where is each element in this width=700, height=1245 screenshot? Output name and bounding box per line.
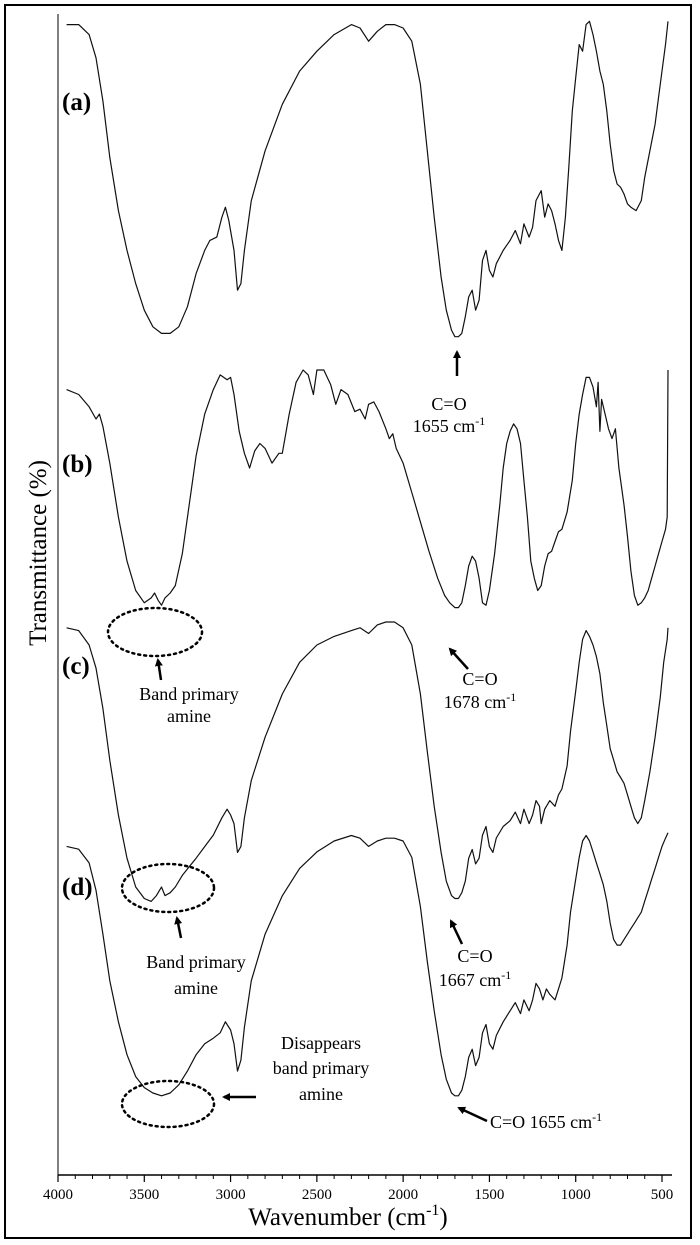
label-b-co-line2: 1678 cm-1 xyxy=(444,690,517,712)
x-tick-label: 1500 xyxy=(474,1187,504,1203)
x-tick-label: 2500 xyxy=(302,1187,332,1203)
x-tick-label: 1000 xyxy=(561,1187,591,1203)
series-label-d: (d) xyxy=(62,874,93,901)
ellipse-b-amine xyxy=(106,606,204,658)
label-d-dis-line3: amine xyxy=(299,1084,343,1104)
arrow-c-amine xyxy=(174,916,183,939)
x-tick-label: 4000 xyxy=(43,1187,73,1203)
spectrum-trace-d xyxy=(66,832,669,1097)
spectra-traces xyxy=(66,20,669,1097)
arrow-b-co xyxy=(448,647,469,670)
series-label-b: (b) xyxy=(62,451,93,478)
x-tick-label: 3500 xyxy=(129,1187,159,1203)
series-label-a: (a) xyxy=(62,89,91,116)
label-d-dis-line1: Disappears xyxy=(281,1033,361,1053)
label-c-band-line1: Band primary xyxy=(146,952,245,972)
arrow-b-amine xyxy=(154,658,163,681)
y-axis-title: Transmittance (%) xyxy=(25,460,52,646)
label-d-co: C=O 1655 cm-1 xyxy=(490,1110,602,1132)
arrow-c-co xyxy=(449,919,464,945)
spectrum-trace-a xyxy=(66,20,669,338)
label-b-co-line1: C=O xyxy=(462,669,497,689)
x-axis-title: Wavenumber (cm-1) xyxy=(248,1202,447,1231)
spectrum-trace-c xyxy=(66,621,669,902)
x-ticks xyxy=(57,1175,663,1182)
x-tick-labels: 4000 3500 3000 2500 2000 1500 1000 500 xyxy=(43,1187,673,1203)
x-tick-label: 3000 xyxy=(216,1187,246,1203)
x-tick-label: 500 xyxy=(651,1187,674,1203)
label-d-dis-line2: band primary xyxy=(273,1058,369,1078)
ellipse-d-amine xyxy=(120,1079,216,1129)
arrow-d-co xyxy=(457,1106,488,1123)
label-b-band-line1: Band primary xyxy=(139,684,238,704)
label-c-co-line1: C=O xyxy=(457,946,492,966)
label-b-band-line2: amine xyxy=(167,706,211,726)
label-c-co-line2: 1667 cm-1 xyxy=(439,968,512,990)
series-label-c: (c) xyxy=(62,653,90,680)
spectrum-trace-b xyxy=(66,369,669,609)
ellipse-c-amine xyxy=(120,862,216,914)
x-tick-label: 2000 xyxy=(388,1187,418,1203)
label-c-band-line2: amine xyxy=(174,978,218,998)
label-a-co-line2: 1655 cm-1 xyxy=(413,414,486,436)
label-a-co-line1: C=O xyxy=(431,394,466,414)
